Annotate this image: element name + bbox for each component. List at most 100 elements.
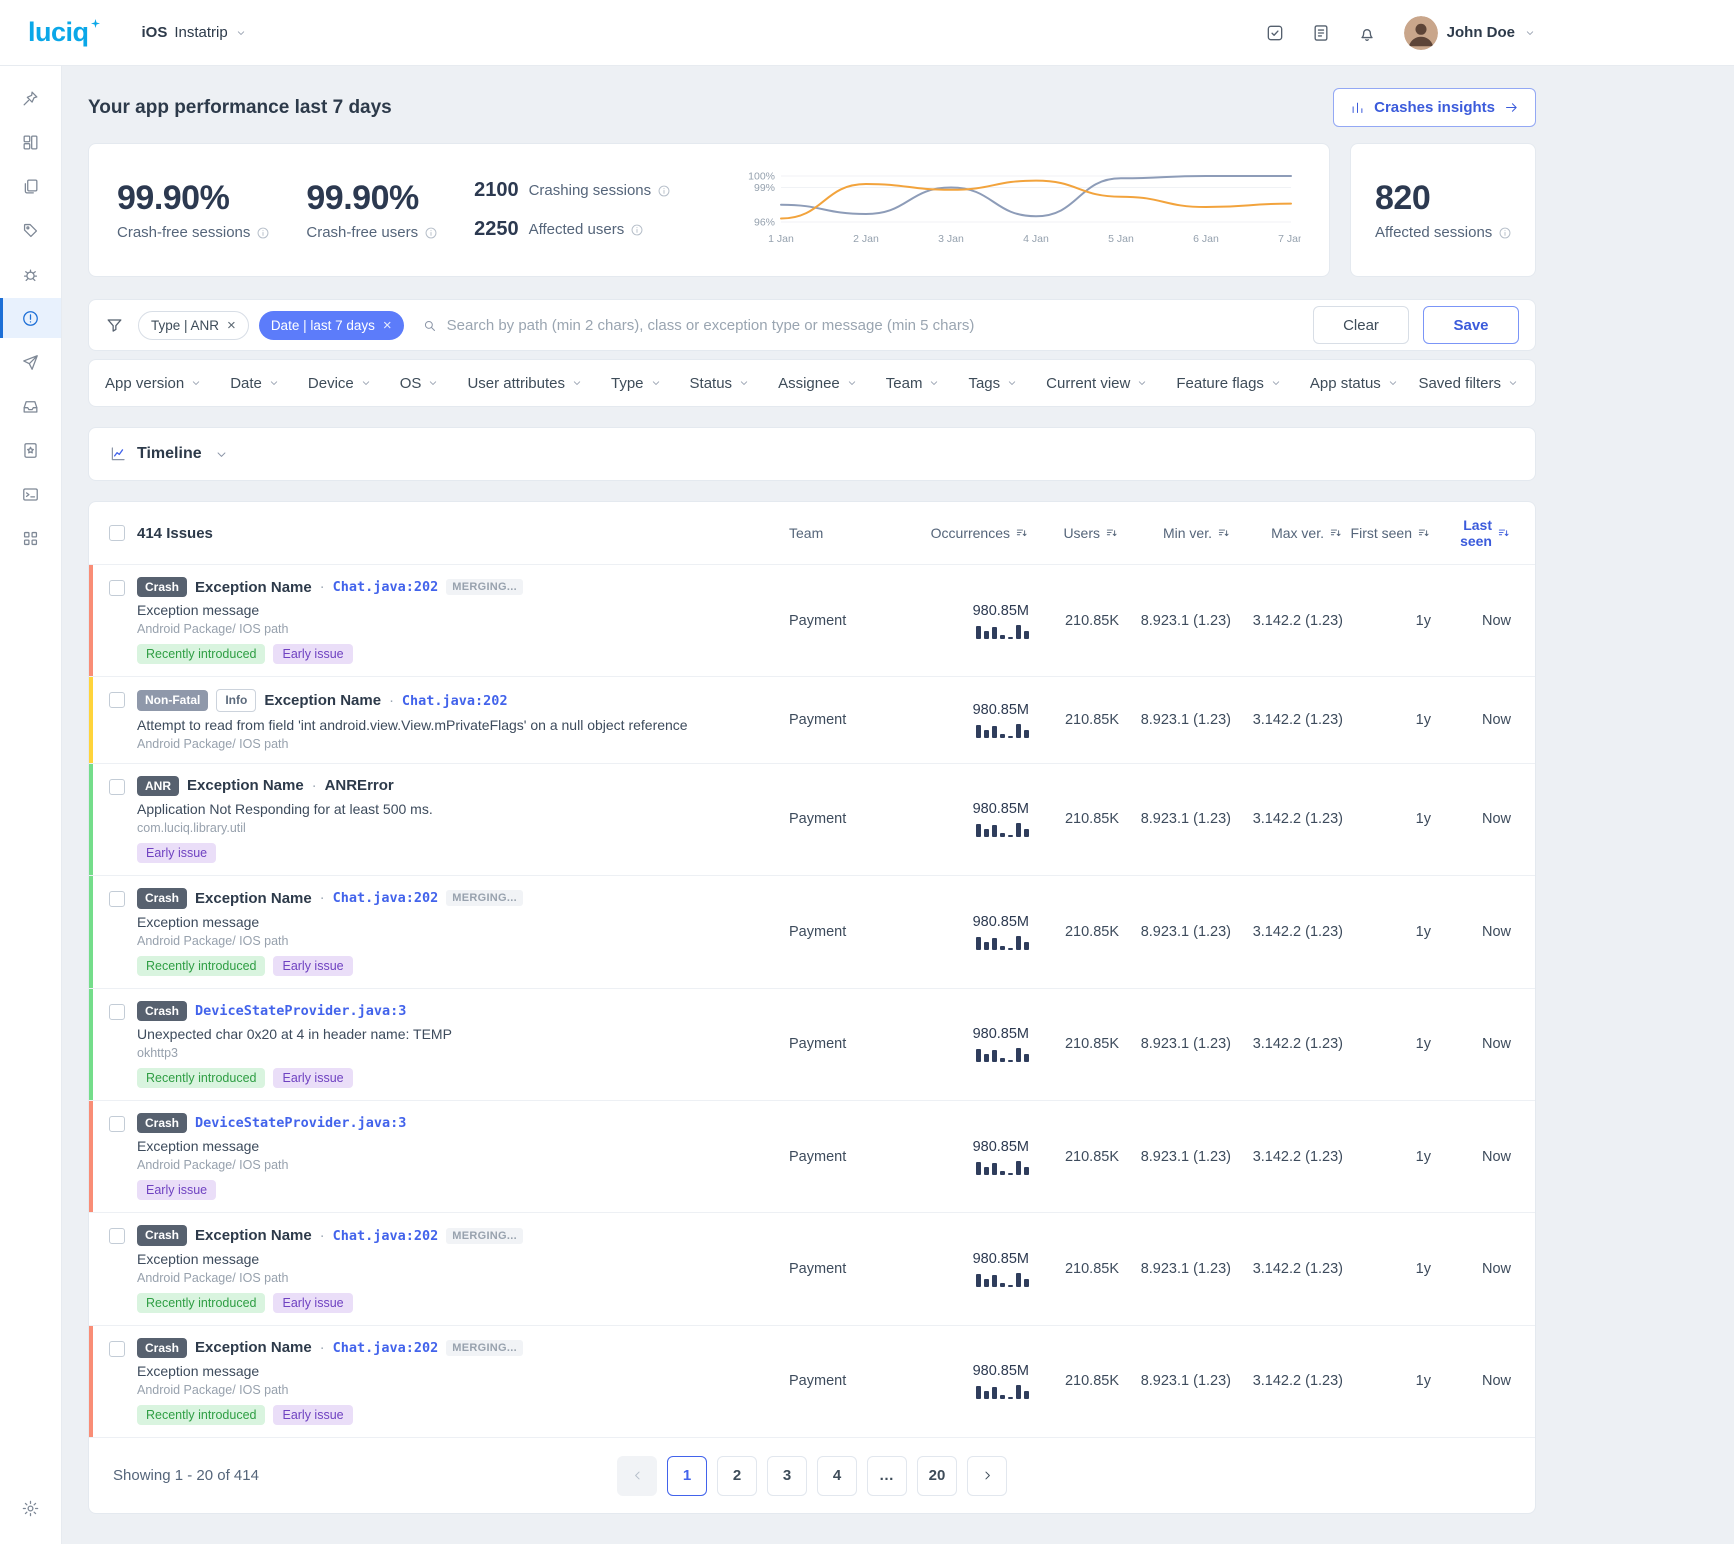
filter-dropdown-feature-flags[interactable]: Feature flags — [1176, 375, 1282, 392]
filter-chip[interactable]: Type | ANR × — [138, 310, 249, 340]
pagination-prev-button[interactable] — [617, 1455, 657, 1496]
row-checkbox[interactable] — [109, 1115, 125, 1132]
issue-path: okhttp3 — [137, 1045, 179, 1060]
issue-row[interactable]: Crash DeviceStateProvider.java:3 Unexpecte… — [89, 987, 1535, 1100]
issue-row[interactable]: Crash Exception Name · Chat.java:202 MERGING… — [89, 875, 1535, 988]
report-button[interactable] — [1302, 14, 1340, 52]
row-checkbox[interactable] — [109, 1228, 125, 1245]
issue-row[interactable]: Non-Fatal Info Exception Name · Chat.java:20… — [89, 676, 1535, 763]
stats-row: 99.90% Crash-free sessions 99.90% Crash-… — [88, 143, 1536, 277]
column-header-maxv[interactable]: Max ver. — [1231, 525, 1343, 541]
sidebar-item-gear[interactable] — [0, 1488, 61, 1528]
row-checkbox[interactable] — [109, 891, 125, 908]
sidebar-item-inbox[interactable] — [0, 386, 61, 426]
sidebar-item-grid[interactable] — [0, 518, 61, 558]
issue-row[interactable]: Crash Exception Name · Chat.java:202 MERGING… — [89, 1324, 1535, 1438]
pagination-page-button[interactable]: 4 — [817, 1455, 857, 1496]
issue-row[interactable]: ANR Exception Name · ANRError Application No… — [89, 762, 1535, 876]
sidebar-item-alert[interactable] — [0, 298, 61, 338]
crashes-insights-button[interactable]: Crashes insights — [1333, 88, 1536, 127]
pagination-ellipsis[interactable]: … — [867, 1455, 907, 1496]
save-button[interactable]: Save — [1423, 306, 1519, 344]
pagination-page-button[interactable]: 1 — [667, 1455, 707, 1496]
user-menu[interactable]: John Doe — [1403, 15, 1536, 50]
row-checkbox[interactable] — [109, 1003, 125, 1020]
issue-row[interactable]: Crash Exception Name · Chat.java:202 MERGING… — [89, 564, 1535, 677]
issue-body: Non-Fatal Info Exception Name · Chat.java:20… — [137, 689, 688, 751]
filter-chip[interactable]: Date | last 7 days × — [258, 310, 404, 340]
pagination-page-button[interactable]: 3 — [767, 1455, 807, 1496]
filter-dropdown-tags[interactable]: Tags — [968, 375, 1018, 392]
sidebar-item-terminal[interactable] — [0, 474, 61, 514]
row-checkbox[interactable] — [109, 1340, 125, 1357]
column-header-minv[interactable]: Min ver. — [1119, 525, 1231, 541]
issue-row[interactable]: Crash Exception Name · Chat.java:202 MERGING… — [89, 1212, 1535, 1324]
issue-row[interactable]: Crash DeviceStateProvider.java:3 Exception… — [89, 1099, 1535, 1213]
issue-location-link[interactable]: DeviceStateProvider.java:3 — [195, 1115, 407, 1132]
filter-dropdown-app-status[interactable]: App status — [1310, 375, 1399, 392]
sidebar-item-send[interactable] — [0, 342, 61, 382]
occurrences-cell: 980.85M — [889, 1026, 1029, 1063]
filter-dropdown-app-version[interactable]: App version — [105, 375, 202, 392]
sidebar-item-pages[interactable] — [0, 166, 61, 206]
team-cell: Payment — [789, 712, 847, 729]
row-checkbox[interactable] — [109, 580, 125, 596]
pagination-next-button[interactable] — [967, 1455, 1007, 1496]
timeline-section[interactable]: Timeline — [88, 427, 1536, 481]
column-header-first[interactable]: First seen — [1343, 525, 1431, 541]
issue-title: Exception Name — [264, 692, 382, 710]
filter-dropdown-current-view[interactable]: Current view — [1046, 375, 1148, 392]
clear-button[interactable]: Clear — [1313, 306, 1409, 344]
filter-dropdown-status[interactable]: Status — [690, 375, 751, 392]
issue-tag: Recently introduced — [137, 1405, 266, 1426]
column-header-users[interactable]: Users — [1029, 525, 1119, 541]
occurrences-cell: 980.85M — [889, 914, 1029, 950]
search-box[interactable] — [418, 316, 1299, 334]
chip-remove-icon[interactable]: × — [227, 316, 236, 334]
logo[interactable]: luciq — [28, 19, 100, 46]
title-separator: · — [319, 579, 325, 596]
column-header-last[interactable]: Last seen — [1431, 517, 1511, 549]
bell-button[interactable] — [1348, 14, 1386, 52]
issue-location-link[interactable]: Chat.java:202 — [332, 579, 439, 596]
session-stats: 2100 Crashing sessions 2250 Affected use… — [474, 179, 671, 241]
chip-remove-icon[interactable]: × — [382, 316, 392, 334]
occurrences-sparkline — [976, 722, 1029, 739]
filter-dropdown-assignee[interactable]: Assignee — [778, 375, 858, 392]
min-version-cell: 8.923.1 (1.23) — [1140, 612, 1231, 629]
row-checkbox[interactable] — [109, 692, 125, 709]
sidebar-item-pin[interactable] — [0, 78, 61, 118]
filter-dropdown-date[interactable]: Date — [230, 375, 280, 392]
max-version-cell: 3.142.2 (1.23) — [1252, 1148, 1343, 1165]
last-seen-cell: Now — [1481, 1373, 1511, 1390]
sidebar-item-bug[interactable] — [0, 254, 61, 294]
issue-cell: Crash DeviceStateProvider.java:3 Unexpecte… — [89, 988, 789, 1100]
users-cell: 210.85K — [1064, 1036, 1119, 1053]
issue-location-link[interactable]: Chat.java:202 — [332, 890, 439, 907]
sidebar-item-star-doc[interactable] — [0, 430, 61, 470]
filter-dropdown-os[interactable]: OS — [400, 375, 440, 392]
column-header-occ[interactable]: Occurrences — [889, 525, 1029, 541]
issue-location-link[interactable]: DeviceStateProvider.java:3 — [195, 1002, 407, 1019]
app-switcher[interactable]: iOS Instatrip — [142, 24, 247, 41]
crash-free-sessions-value: 99.90% — [117, 179, 230, 217]
filter-dropdown-device[interactable]: Device — [308, 375, 372, 392]
search-input[interactable] — [446, 316, 1299, 334]
issue-location-link[interactable]: Chat.java:202 — [332, 1339, 439, 1356]
tasks-button[interactable] — [1256, 14, 1294, 52]
saved-filters-dropdown[interactable]: Saved filters — [1418, 375, 1519, 392]
filter-dropdown-user-attributes[interactable]: User attributes — [467, 375, 583, 392]
chevron-down-icon — [848, 381, 855, 385]
pagination-page-button[interactable]: 20 — [917, 1455, 957, 1496]
select-all-checkbox[interactable] — [109, 525, 125, 541]
affected-users-value: 2250 — [474, 218, 519, 240]
issue-location-link[interactable]: Chat.java:202 — [332, 1227, 439, 1244]
sidebar-item-dashboard[interactable] — [0, 122, 61, 162]
filter-dropdown-team[interactable]: Team — [886, 375, 941, 392]
row-checkbox[interactable] — [109, 778, 125, 795]
sidebar-item-tag[interactable] — [0, 210, 61, 250]
filter-dropdown-type[interactable]: Type — [611, 375, 662, 392]
logo-star-icon — [90, 19, 100, 28]
issue-location-link[interactable]: Chat.java:202 — [401, 692, 508, 709]
pagination-page-button[interactable]: 2 — [717, 1455, 757, 1496]
